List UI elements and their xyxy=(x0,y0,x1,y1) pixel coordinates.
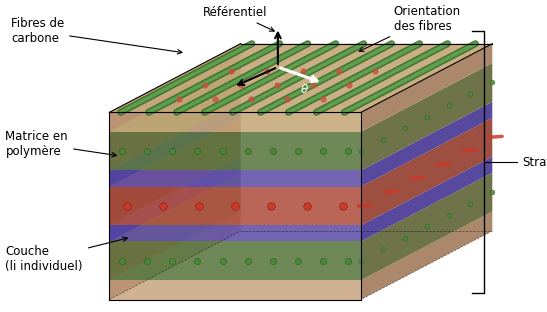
Polygon shape xyxy=(361,102,492,187)
Polygon shape xyxy=(109,132,361,170)
Polygon shape xyxy=(361,44,492,132)
Text: Fibres de
carbone: Fibres de carbone xyxy=(11,17,182,54)
Polygon shape xyxy=(109,280,361,300)
Polygon shape xyxy=(109,44,492,112)
Text: Orientation
des fibres: Orientation des fibres xyxy=(359,5,461,51)
Polygon shape xyxy=(109,118,241,225)
Polygon shape xyxy=(109,225,361,241)
Polygon shape xyxy=(361,63,492,170)
Polygon shape xyxy=(361,118,492,225)
Text: Stratifié: Stratifié xyxy=(522,156,547,169)
Polygon shape xyxy=(361,173,492,280)
Text: Référentiel: Référentiel xyxy=(202,6,274,31)
Polygon shape xyxy=(109,241,361,280)
Polygon shape xyxy=(109,112,361,132)
Polygon shape xyxy=(109,212,241,300)
Polygon shape xyxy=(109,187,361,225)
Text: Couche
(li individuel): Couche (li individuel) xyxy=(5,237,127,273)
Polygon shape xyxy=(109,102,241,187)
Polygon shape xyxy=(109,63,241,170)
Polygon shape xyxy=(109,157,241,241)
Polygon shape xyxy=(109,170,361,187)
Polygon shape xyxy=(109,173,241,280)
Polygon shape xyxy=(361,212,492,300)
Text: $\theta$: $\theta$ xyxy=(300,83,309,96)
Polygon shape xyxy=(361,157,492,241)
Polygon shape xyxy=(109,44,241,132)
Text: Matrice en
polymère: Matrice en polymère xyxy=(5,129,117,158)
